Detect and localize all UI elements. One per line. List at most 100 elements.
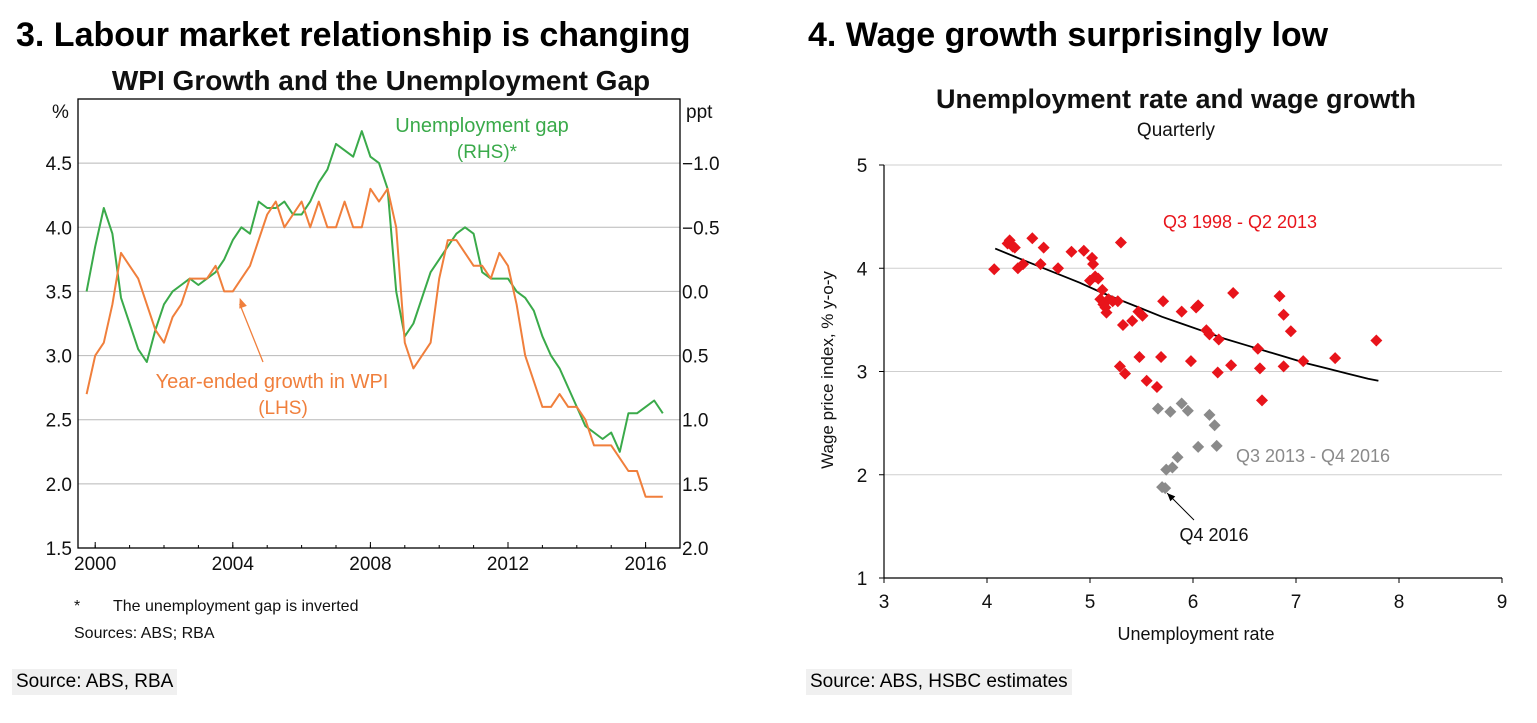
scatter-point-early <box>1037 241 1050 254</box>
scatter-point-early <box>1225 359 1238 372</box>
wpi-right-tick-label: 2.0 <box>682 539 708 560</box>
scatter-point-early <box>1277 308 1290 321</box>
wpi-left-unit: % <box>52 102 69 123</box>
scatter-point-early <box>1175 305 1188 318</box>
unemployment-gap-label-line-2: (RHS)* <box>457 142 518 163</box>
scatter-point-early <box>1034 258 1047 271</box>
scatter-point-early <box>1003 234 1016 247</box>
scatter-chart-title: Unemployment rate and wage growth <box>936 84 1416 114</box>
scatter-x-tick-label: 9 <box>1497 592 1508 613</box>
scatter-point-early <box>1008 241 1021 254</box>
scatter-y-tick-label: 4 <box>857 259 868 280</box>
scatter-point-early <box>1297 355 1310 368</box>
wpi-x-tick-label: 2008 <box>349 554 391 575</box>
scatter-point-early <box>1132 305 1145 318</box>
scatter-x-tick-label: 4 <box>982 592 993 613</box>
scatter-point-early <box>1253 362 1266 375</box>
scatter-point-early <box>1092 272 1105 285</box>
scatter-point-early <box>1094 293 1107 306</box>
scatter-point-early <box>1133 351 1146 364</box>
wpi-left-tick-label: 2.5 <box>46 411 72 432</box>
scatter-y-label: Wage price index, % y-o-y <box>818 271 837 469</box>
wpi-left-tick-label: 4.0 <box>46 218 72 239</box>
wpi-chart: WPI Growth and the Unemployment Gap % pp… <box>46 65 720 642</box>
right-source: Source: ABS, HSBC estimates <box>806 669 1072 695</box>
scatter-x-label: Unemployment rate <box>1117 624 1274 644</box>
wpi-right-tick-label: −1.0 <box>682 154 720 175</box>
wpi-label-line-2: (LHS) <box>258 398 308 419</box>
scatter-x-tick-label: 8 <box>1394 592 1405 613</box>
left-source: Source: ABS, RBA <box>12 669 178 695</box>
wpi-label-line-1: Year-ended growth in WPI <box>156 371 389 393</box>
wpi-right-tick-label: 0.5 <box>682 347 708 368</box>
wpi-right-tick-label: 0.0 <box>682 282 708 303</box>
footnote-sources: Sources: ABS; RBA <box>74 625 215 642</box>
scatter-point-early <box>1203 328 1216 341</box>
trendline <box>994 247 1379 382</box>
scatter-point-recent <box>1175 397 1188 410</box>
wpi-left-tick-label: 2.0 <box>46 475 72 496</box>
wpi-chart-title: WPI Growth and the Unemployment Gap <box>112 65 650 96</box>
scatter-point-early <box>1114 236 1127 249</box>
scatter-point-early <box>1211 366 1224 379</box>
scatter-point-early <box>1119 367 1132 380</box>
series-label-recent: Q3 2013 - Q4 2016 <box>1236 446 1390 466</box>
scatter-point-early <box>1155 351 1168 364</box>
wpi-x-tick-label: 2000 <box>74 554 116 575</box>
scatter-point-recent <box>1159 482 1172 495</box>
wpi-left-tick-label: 1.5 <box>46 539 72 560</box>
wpi-right-tick-label: −0.5 <box>682 218 720 239</box>
scatter-point-early <box>1284 325 1297 338</box>
scatter-point-recent <box>1151 402 1164 415</box>
wpi-right-tick-label: 1.0 <box>682 411 708 432</box>
scatter-point-early <box>1227 287 1240 300</box>
scatter-point-early <box>1011 262 1024 275</box>
scatter-point-early <box>1192 299 1205 312</box>
scatter-point-recent <box>1160 463 1173 476</box>
scatter-point-early <box>1113 360 1126 373</box>
wpi-x-tick-label: 2004 <box>212 554 255 575</box>
scatter-y-tick-label: 1 <box>857 569 868 590</box>
scatter-x-tick-label: 6 <box>1188 592 1199 613</box>
scatter-point-recent <box>1181 404 1194 417</box>
scatter-point-early <box>1136 309 1149 322</box>
scatter-point-early <box>1370 334 1383 347</box>
wpi-growth-line <box>85 187 663 498</box>
scatter-point-early <box>1212 333 1225 346</box>
scatter-point-early <box>1150 380 1163 393</box>
scatter-point-early <box>988 263 1001 276</box>
scatter-x-tick-label: 5 <box>1085 592 1096 613</box>
scatter-point-early <box>1273 290 1286 303</box>
scatter-y-tick-label: 2 <box>857 466 868 487</box>
left-panel-heading: 3. Labour market relationship is changin… <box>16 16 691 54</box>
q4-2016-arrow <box>1166 492 1195 521</box>
wpi-x-tick-label: 2016 <box>624 554 666 575</box>
scatter-point-early <box>1111 295 1124 308</box>
wpi-right-tick-label: 1.5 <box>682 475 708 496</box>
scatter-point-early <box>1126 314 1139 327</box>
scatter-point-early <box>1096 283 1109 296</box>
wpi-left-tick-label: 3.5 <box>46 282 72 303</box>
scatter-point-early <box>1065 245 1078 258</box>
wpi-x-tick-label: 2012 <box>487 554 529 575</box>
scatter-point-early <box>1277 360 1290 373</box>
scatter-chart: Unemployment rate and wage growth Quarte… <box>818 84 1508 644</box>
scatter-point-recent <box>1203 408 1216 421</box>
scatter-point-early <box>1329 352 1342 365</box>
scatter-point-early <box>1116 319 1129 332</box>
scatter-point-recent <box>1192 440 1205 453</box>
scatter-point-early <box>1052 262 1065 275</box>
scatter-y-tick-label: 3 <box>857 363 868 384</box>
scatter-point-early <box>1251 342 1264 355</box>
scatter-point-early <box>1087 258 1100 271</box>
right-panel-heading: 4. Wage growth surprisingly low <box>808 16 1329 54</box>
unemployment-gap-line <box>85 130 664 453</box>
scatter-point-early <box>1077 244 1090 257</box>
scatter-point-recent <box>1164 405 1177 418</box>
unemployment-gap-label-line-1: Unemployment gap <box>395 115 568 137</box>
wpi-plot-frame <box>77 98 681 549</box>
scatter-y-tick-label: 5 <box>857 156 868 177</box>
scatter-point-early <box>1100 306 1113 319</box>
wpi-left-tick-label: 4.5 <box>46 154 72 175</box>
q4-2016-label: Q4 2016 <box>1179 525 1248 545</box>
